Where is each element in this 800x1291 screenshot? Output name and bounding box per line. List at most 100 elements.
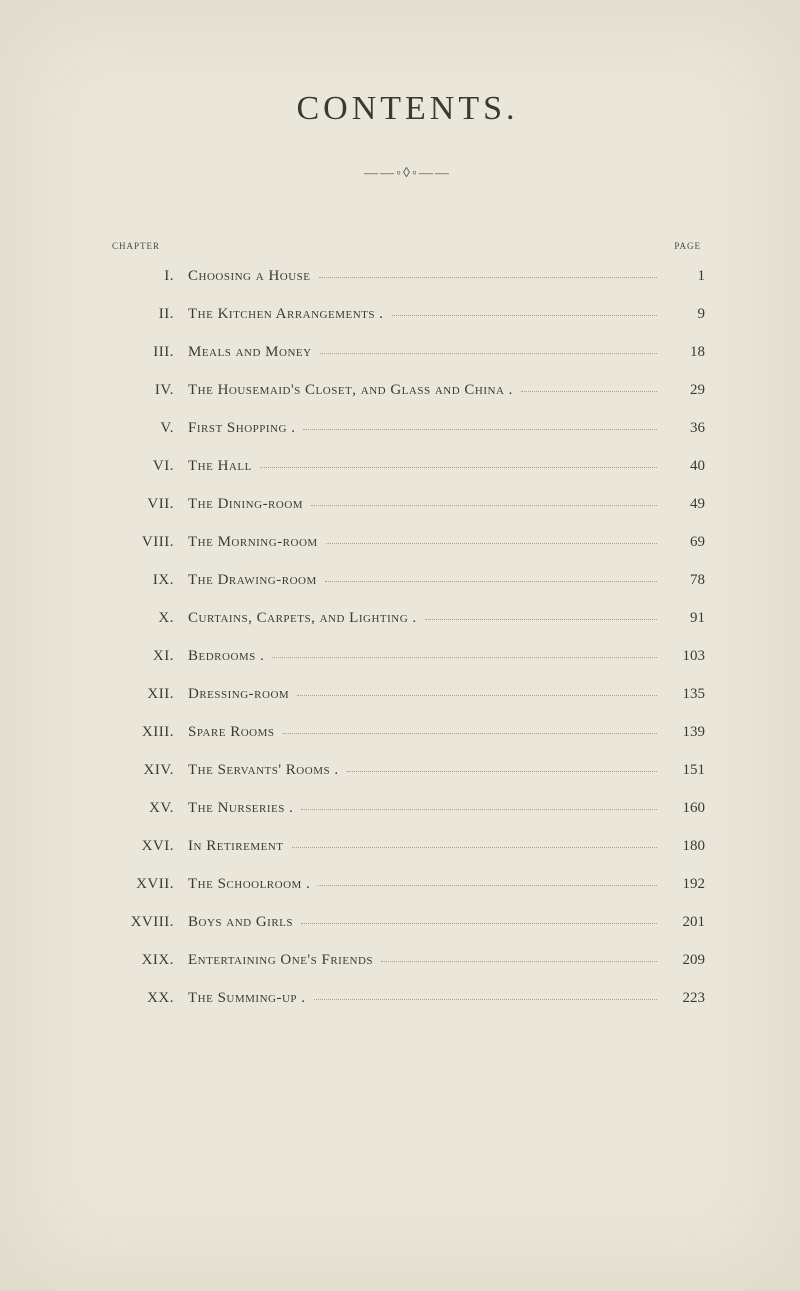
chapter-number: VI.	[110, 458, 188, 475]
toc-row: VII.The Dining-room 49	[110, 493, 705, 513]
leader-dots	[425, 607, 657, 622]
leader-dots	[320, 341, 657, 356]
leader-dots	[325, 569, 657, 584]
leader-dots	[521, 379, 657, 394]
chapter-number: XVII.	[110, 876, 188, 893]
leader-dots	[272, 645, 657, 660]
toc-row: VI.The Hall 40	[110, 455, 705, 475]
leader-dots	[326, 531, 657, 546]
toc-row: XIV.The Servants' Rooms . 151	[110, 759, 705, 779]
toc-row: I.Choosing a House 1	[110, 265, 705, 285]
chapter-number: III.	[110, 344, 188, 361]
page-number: 209	[665, 952, 705, 969]
chapter-title: Entertaining One's Friends	[188, 952, 373, 969]
toc-row: II.The Kitchen Arrangements . 9	[110, 303, 705, 323]
chapter-title: Boys and Girls	[188, 914, 293, 931]
page-number: 103	[665, 648, 705, 665]
toc-row: III.Meals and Money 18	[110, 341, 705, 361]
toc-row: XVIII.Boys and Girls 201	[110, 911, 705, 931]
chapter-number: II.	[110, 306, 188, 323]
page-number: 192	[665, 876, 705, 893]
chapter-number: I.	[110, 268, 188, 285]
page-number: 201	[665, 914, 705, 931]
chapter-title: The Drawing-room	[188, 572, 317, 589]
toc-row: XI.Bedrooms . 103	[110, 645, 705, 665]
chapter-title: Bedrooms .	[188, 648, 264, 665]
leader-dots	[392, 303, 658, 318]
page-number: 180	[665, 838, 705, 855]
chapter-number: XIII.	[110, 724, 188, 741]
chapter-title: The Kitchen Arrangements .	[188, 306, 384, 323]
page-number: 69	[665, 534, 705, 551]
page-number: 160	[665, 800, 705, 817]
toc-row: X.Curtains, Carpets, and Lighting . 91	[110, 607, 705, 627]
chapter-title: Meals and Money	[188, 344, 312, 361]
chapter-title: The Morning-room	[188, 534, 318, 551]
toc-row: XV.The Nurseries . 160	[110, 797, 705, 817]
leader-dots	[319, 265, 657, 280]
page-number: 18	[665, 344, 705, 361]
toc-header: chapter page	[110, 237, 705, 253]
leader-dots	[292, 835, 657, 850]
leader-dots	[318, 873, 657, 888]
leader-dots	[260, 455, 657, 470]
ornament: ——◦◊◦——	[110, 166, 705, 182]
page-number: 36	[665, 420, 705, 437]
chapter-number: XIV.	[110, 762, 188, 779]
toc-row: XVI.In Retirement 180	[110, 835, 705, 855]
chapter-title: The Servants' Rooms .	[188, 762, 339, 779]
toc-row: XIII.Spare Rooms139	[110, 721, 705, 741]
header-chapter: chapter	[112, 237, 160, 253]
page-number: 78	[665, 572, 705, 589]
chapter-title: Dressing-room	[188, 686, 289, 703]
chapter-title: In Retirement	[188, 838, 284, 855]
chapter-title: Choosing a House	[188, 268, 311, 285]
leader-dots	[381, 949, 657, 964]
page-number: 91	[665, 610, 705, 627]
chapter-number: XI.	[110, 648, 188, 665]
page-number: 135	[665, 686, 705, 703]
page-number: 151	[665, 762, 705, 779]
header-page: page	[674, 237, 701, 253]
page-number: 223	[665, 990, 705, 1007]
chapter-number: XIX.	[110, 952, 188, 969]
chapter-number: XVIII.	[110, 914, 188, 931]
chapter-title: Curtains, Carpets, and Lighting .	[188, 610, 417, 627]
toc-row: IV.The Housemaid's Closet, and Glass and…	[110, 379, 705, 399]
leader-dots	[311, 493, 657, 508]
chapter-number: IX.	[110, 572, 188, 589]
leader-dots	[301, 797, 657, 812]
chapter-number: XII.	[110, 686, 188, 703]
chapter-title: The Summing-up .	[188, 990, 306, 1007]
page-title: CONTENTS.	[110, 90, 705, 128]
page-number: 40	[665, 458, 705, 475]
chapter-number: XX.	[110, 990, 188, 1007]
chapter-number: X.	[110, 610, 188, 627]
leader-dots	[283, 721, 658, 736]
chapter-number: VII.	[110, 496, 188, 513]
leader-dots	[301, 911, 657, 926]
leader-dots	[347, 759, 657, 774]
chapter-title: The Dining-room	[188, 496, 303, 513]
toc-row: V.First Shopping .36	[110, 417, 705, 437]
chapter-number: VIII.	[110, 534, 188, 551]
table-of-contents: I.Choosing a House 1 II.The Kitchen Arrang…	[110, 265, 705, 1007]
toc-row: VIII.The Morning-room 69	[110, 531, 705, 551]
page-number: 49	[665, 496, 705, 513]
chapter-title: The Schoolroom .	[188, 876, 310, 893]
leader-dots	[297, 683, 657, 698]
toc-row: XIX.Entertaining One's Friends 209	[110, 949, 705, 969]
chapter-number: XV.	[110, 800, 188, 817]
leader-dots	[314, 987, 657, 1002]
toc-row: XVII.The Schoolroom . 192	[110, 873, 705, 893]
chapter-number: XVI.	[110, 838, 188, 855]
page-number: 1	[665, 268, 705, 285]
toc-row: XX.The Summing-up . 223	[110, 987, 705, 1007]
chapter-title: Spare Rooms	[188, 724, 275, 741]
chapter-number: IV.	[110, 382, 188, 399]
chapter-title: The Hall	[188, 458, 252, 475]
toc-row: IX.The Drawing-room 78	[110, 569, 705, 589]
page-number: 9	[665, 306, 705, 323]
chapter-title: First Shopping .	[188, 420, 295, 437]
chapter-title: The Nurseries .	[188, 800, 293, 817]
